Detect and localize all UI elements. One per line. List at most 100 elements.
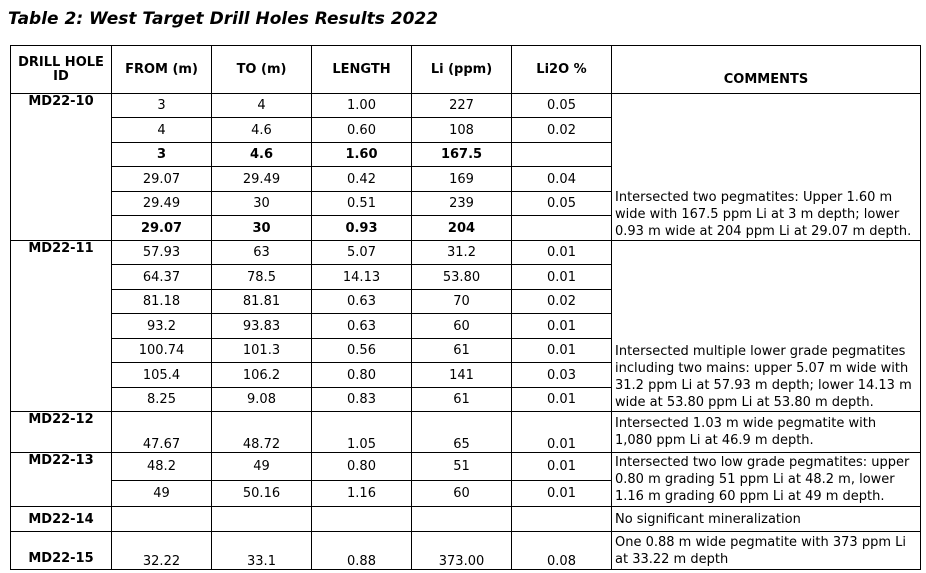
from-cell: 32.22 xyxy=(111,531,212,570)
from-cell: 64.37 xyxy=(111,264,212,290)
li2o-cell xyxy=(511,215,612,241)
table-row: 3 4.6 1.60 167.5 xyxy=(11,142,921,167)
length-cell: 0.42 xyxy=(311,166,412,192)
li2o-cell xyxy=(511,142,612,167)
to-cell: 4.6 xyxy=(211,117,312,143)
li2o-cell: 0.01 xyxy=(511,480,612,507)
length-cell: 0.83 xyxy=(311,387,412,412)
from-cell: 48.2 xyxy=(111,452,212,481)
header-li-ppm: Li (ppm) xyxy=(411,45,512,94)
li-cell: 227 xyxy=(411,93,512,118)
header-length: LENGTH xyxy=(311,45,412,94)
li-cell: 373.00 xyxy=(411,531,512,570)
to-cell: 93.83 xyxy=(211,313,312,339)
li-cell: 204 xyxy=(411,215,512,241)
table-row: MD22-11 57.93 63 5.07 31.2 0.01 Intersec… xyxy=(10,240,921,412)
comment-cell: Intersected two low grade pegmatites: up… xyxy=(611,452,921,507)
li-cell: 70 xyxy=(411,289,512,314)
from-cell xyxy=(111,506,212,532)
li2o-cell: 0.08 xyxy=(511,531,612,570)
length-cell: 0.80 xyxy=(311,362,412,388)
header-comments: COMMENTS xyxy=(611,45,921,94)
from-cell: 57.93 xyxy=(111,240,212,265)
li2o-cell: 0.03 xyxy=(511,362,612,388)
length-cell xyxy=(311,506,412,532)
length-cell: 0.80 xyxy=(311,452,412,481)
header-to: TO (m) xyxy=(211,45,312,94)
table-row: MD22-15 32.22 33.1 0.88 373.00 0.08 One … xyxy=(10,531,921,570)
comment-cell: Intersected multiple lower grade pegmati… xyxy=(611,240,921,412)
table-row: 81.18 81.81 0.63 70 0.02 xyxy=(11,289,921,314)
hole-id-cell: MD22-12 xyxy=(10,411,112,453)
length-cell: 5.07 xyxy=(311,240,412,265)
li-cell: 61 xyxy=(411,338,512,363)
to-cell: 30 xyxy=(211,215,312,241)
li-cell: 167.5 xyxy=(411,142,512,167)
to-cell: 48.72 xyxy=(211,411,312,453)
li2o-cell: 0.01 xyxy=(511,240,612,265)
from-cell: 47.67 xyxy=(111,411,212,453)
length-cell: 1.16 xyxy=(311,480,412,507)
length-cell: 0.88 xyxy=(311,531,412,570)
table-row: 105.4 106.2 0.80 141 0.03 xyxy=(11,362,921,388)
from-cell: 3 xyxy=(111,142,212,167)
to-cell: 30 xyxy=(211,191,312,216)
comment-cell: One 0.88 m wide pegmatite with 373 ppm L… xyxy=(611,531,921,570)
header-from: FROM (m) xyxy=(111,45,212,94)
from-cell: 29.07 xyxy=(111,166,212,192)
li-cell: 31.2 xyxy=(411,240,512,265)
to-cell: 4 xyxy=(211,93,312,118)
from-cell: 4 xyxy=(111,117,212,143)
comment-cell: No significant mineralization xyxy=(611,506,921,532)
li2o-cell: 0.05 xyxy=(511,93,612,118)
li-cell: 239 xyxy=(411,191,512,216)
li2o-cell: 0.04 xyxy=(511,166,612,192)
comment-cell: Intersected 1.03 m wide pegmatite with 1… xyxy=(611,411,921,453)
from-cell: 100.74 xyxy=(111,338,212,363)
length-cell: 0.63 xyxy=(311,313,412,339)
to-cell: 106.2 xyxy=(211,362,312,388)
to-cell xyxy=(211,506,312,532)
li-cell: 60 xyxy=(411,313,512,339)
hole-id-cell: MD22-10 xyxy=(10,93,112,241)
table-row: 29.07 30 0.93 204 xyxy=(11,215,921,241)
li2o-cell: 0.02 xyxy=(511,289,612,314)
table-row: MD22-14 No significant mineralization xyxy=(10,506,921,532)
li-cell: 53.80 xyxy=(411,264,512,290)
length-cell: 1.60 xyxy=(311,142,412,167)
hole-id-cell: MD22-14 xyxy=(10,506,112,532)
table-row: 29.49 30 0.51 239 0.05 xyxy=(11,191,921,216)
from-cell: 93.2 xyxy=(111,313,212,339)
li-cell: 108 xyxy=(411,117,512,143)
length-cell: 1.05 xyxy=(311,411,412,453)
from-cell: 3 xyxy=(111,93,212,118)
li-cell: 60 xyxy=(411,480,512,507)
table-row: 100.74 101.3 0.56 61 0.01 xyxy=(11,338,921,363)
li-cell: 51 xyxy=(411,452,512,481)
from-cell: 29.49 xyxy=(111,191,212,216)
li2o-cell: 0.01 xyxy=(511,313,612,339)
from-cell: 29.07 xyxy=(111,215,212,241)
li2o-cell: 0.01 xyxy=(511,387,612,412)
to-cell: 4.6 xyxy=(211,142,312,167)
li2o-cell: 0.01 xyxy=(511,264,612,290)
length-cell: 0.63 xyxy=(311,289,412,314)
to-cell: 50.16 xyxy=(211,480,312,507)
li-cell xyxy=(411,506,512,532)
table-row: 8.25 9.08 0.83 61 0.01 xyxy=(11,387,921,412)
to-cell: 29.49 xyxy=(211,166,312,192)
length-cell: 1.00 xyxy=(311,93,412,118)
li-cell: 65 xyxy=(411,411,512,453)
li2o-cell: 0.05 xyxy=(511,191,612,216)
hole-id-cell: MD22-15 xyxy=(10,531,112,570)
li2o-cell: 0.01 xyxy=(511,338,612,363)
to-cell: 49 xyxy=(211,452,312,481)
li-cell: 61 xyxy=(411,387,512,412)
header-drill-hole-id: DRILL HOLE ID xyxy=(10,45,112,94)
from-cell: 49 xyxy=(111,480,212,507)
to-cell: 81.81 xyxy=(211,289,312,314)
header-row: DRILL HOLE ID FROM (m) TO (m) LENGTH Li … xyxy=(10,45,921,94)
length-cell: 0.60 xyxy=(311,117,412,143)
hole-id-cell: MD22-13 xyxy=(10,452,112,507)
li-cell: 141 xyxy=(411,362,512,388)
